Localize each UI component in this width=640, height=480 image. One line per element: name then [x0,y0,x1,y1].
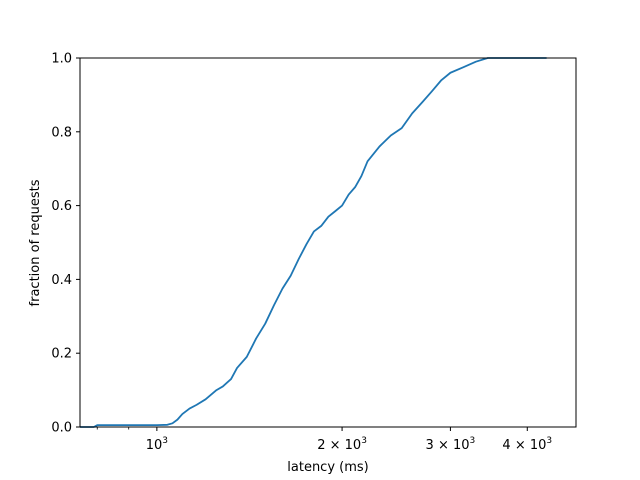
plot-frame [79,57,577,428]
x-tick-label: 3 × 103 [426,436,476,453]
y-tick-label: 0.4 [51,273,72,288]
x-tick-label: 2 × 103 [317,436,367,453]
y-axis-label: fraction of requests [28,179,43,306]
y-tick-label: 1.0 [51,52,72,67]
x-tick-label: 103 [146,436,168,453]
x-axis-ticks: 103 2 × 103 3 × 103 4 × 103 [96,427,552,453]
y-tick-label: 0.8 [51,125,72,140]
y-tick-label: 0.2 [51,347,72,362]
x-axis-label: latency (ms) [287,460,368,475]
plot-area [80,57,547,428]
series-line-0 [80,57,547,428]
x-tick-label: 4 × 103 [502,436,552,453]
y-axis-ticks: 0.0 0.2 0.4 0.6 0.8 1.0 [51,52,80,436]
y-tick-label: 0.6 [51,199,72,214]
y-tick-label: 0.0 [51,421,72,436]
